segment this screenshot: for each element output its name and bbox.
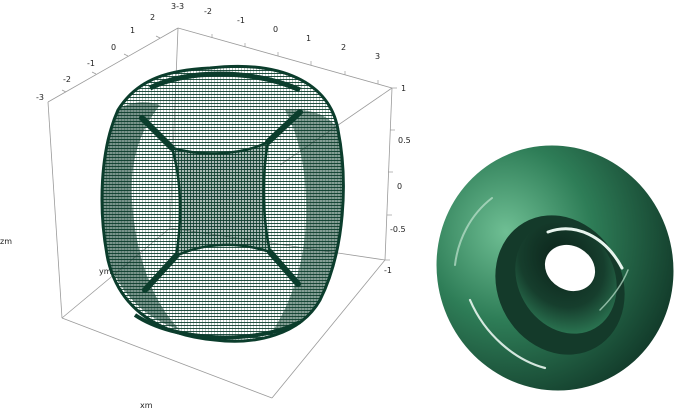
y-axis-label: ym <box>99 267 112 276</box>
left-tick-label: -2 <box>63 75 71 84</box>
z-tick-label: -1 <box>384 266 392 275</box>
corner-tick-label: 3-3 <box>171 2 184 11</box>
wireframe-plot: 3-3 -2 -1 0 1 2 3 2 1 0 -1 -2 -3 1 0.5 0… <box>0 2 411 410</box>
z-tick-label: -0.5 <box>390 225 406 234</box>
tick-marks <box>61 34 397 261</box>
wireframe-torus <box>100 64 345 343</box>
top-tick-label: 2 <box>341 43 346 52</box>
left-tick-label: -1 <box>87 59 95 68</box>
left-tick-label: 0 <box>111 43 116 52</box>
x-axis-label: xm <box>140 401 153 409</box>
left-tick-label: 1 <box>130 26 135 35</box>
left-tick-label: -3 <box>36 93 44 102</box>
top-tick-label: -2 <box>204 7 212 16</box>
top-tick-label: 0 <box>273 25 278 34</box>
z-tick-label: 0 <box>397 182 402 191</box>
left-tick-label: 2 <box>150 13 155 22</box>
z-tick-label: 0.5 <box>398 136 411 145</box>
top-tick-label: -1 <box>237 16 245 25</box>
shaded-torus-plot <box>436 145 674 391</box>
z-axis-label: zm <box>0 237 12 246</box>
top-tick-label: 3 <box>375 52 380 61</box>
torus-hole <box>544 244 596 292</box>
torus-highlight <box>546 227 624 270</box>
top-tick-label: 1 <box>306 34 311 43</box>
z-tick-label: 1 <box>401 84 406 93</box>
